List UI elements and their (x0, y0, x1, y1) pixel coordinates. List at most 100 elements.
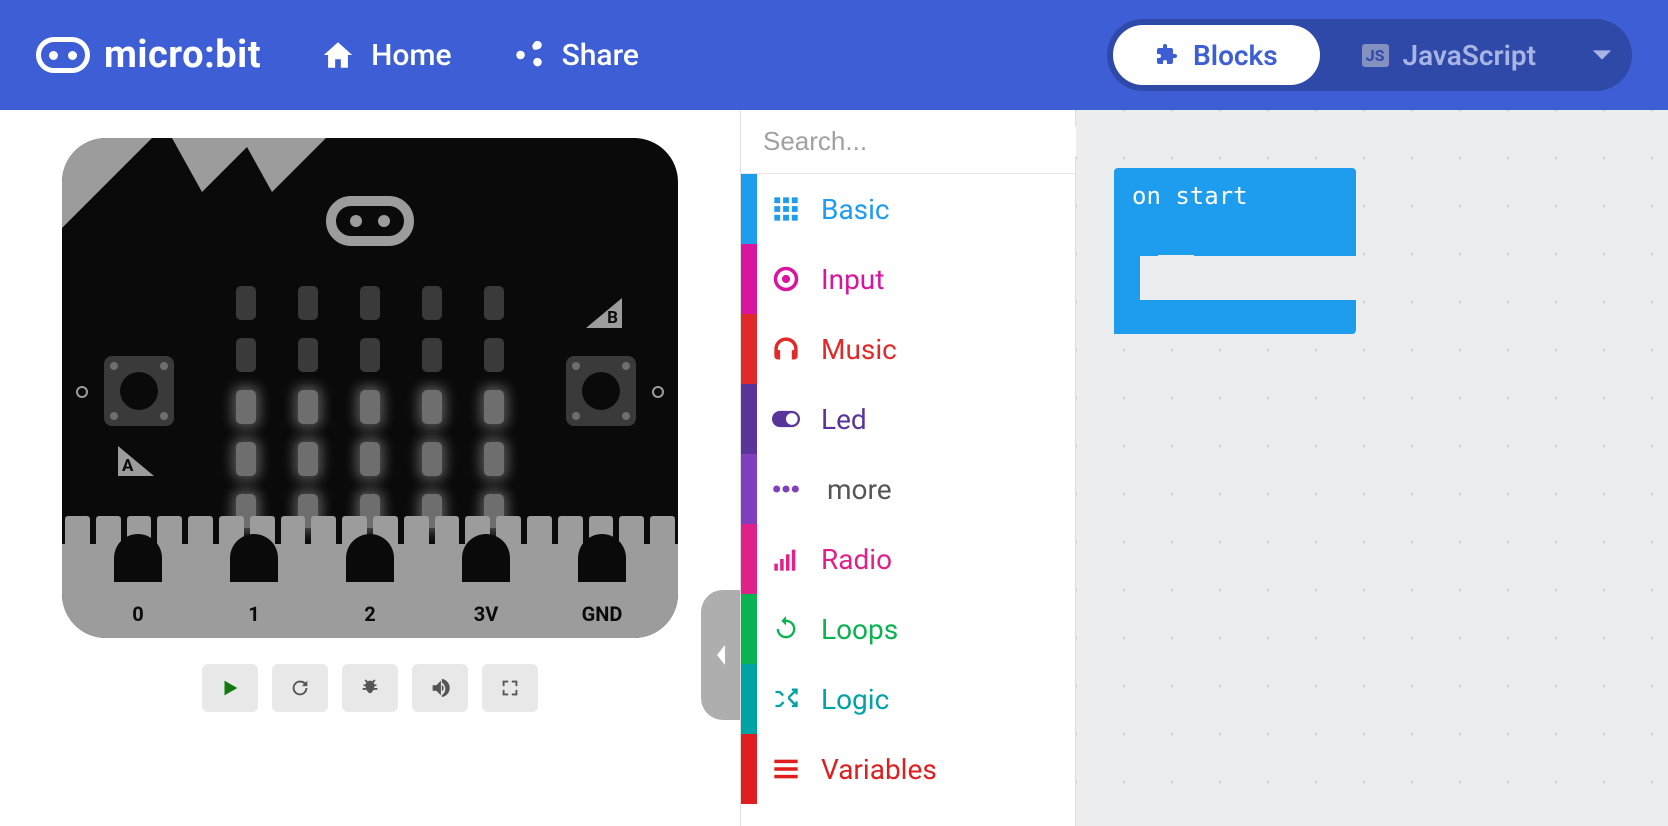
play-icon (219, 677, 241, 699)
led-cell[interactable] (422, 390, 442, 424)
category-radio[interactable]: Radio (741, 524, 1075, 594)
category-label: more (821, 473, 892, 506)
collapse-simulator-handle[interactable] (701, 590, 740, 720)
toggle-js-label: JavaScript (1403, 39, 1537, 72)
header: micro:bit Home Share Blocks JS JavaScrip… (0, 0, 1668, 110)
led-cell[interactable] (298, 442, 318, 476)
led-cell[interactable] (360, 338, 380, 372)
button-a[interactable] (104, 356, 174, 426)
fullscreen-icon (499, 677, 521, 699)
pin-label: 1 (248, 602, 259, 626)
lines-icon (771, 754, 801, 784)
category-logic[interactable]: Logic (741, 664, 1075, 734)
led-cell[interactable] (484, 390, 504, 424)
toggle-dropdown[interactable] (1578, 25, 1626, 85)
nav-share-label: Share (562, 38, 639, 73)
led-cell[interactable] (236, 338, 256, 372)
category-variables[interactable]: Variables (741, 734, 1075, 804)
pin-label: 2 (364, 602, 375, 626)
led-cell[interactable] (360, 442, 380, 476)
led-cell[interactable] (360, 390, 380, 424)
category-loops[interactable]: Loops (741, 594, 1075, 664)
share-icon (512, 38, 546, 72)
sim-audio-button[interactable] (412, 664, 468, 712)
simulator-panel: 0 1 2 3V GND (0, 110, 740, 826)
category-more[interactable]: more (741, 454, 1075, 524)
pin-2[interactable]: 2 (346, 550, 394, 626)
pin-0[interactable]: 0 (114, 550, 162, 626)
led-cell[interactable] (484, 286, 504, 320)
led-cell[interactable] (298, 338, 318, 372)
headphones-icon (771, 334, 801, 364)
sim-play-button[interactable] (202, 664, 258, 712)
led-cell[interactable] (422, 442, 442, 476)
nav-home[interactable]: Home (321, 38, 452, 73)
category-label: Radio (821, 543, 892, 576)
signal-icon (771, 544, 801, 574)
puzzle-icon (1155, 43, 1179, 67)
category-basic[interactable]: Basic (741, 174, 1075, 244)
block-on-start[interactable]: on start (1114, 168, 1356, 334)
led-cell[interactable] (236, 286, 256, 320)
nav-share[interactable]: Share (512, 38, 639, 73)
search-input[interactable] (763, 126, 1098, 157)
workspace[interactable]: on start (1076, 110, 1668, 826)
category-label: Variables (821, 753, 937, 786)
led-cell[interactable] (360, 286, 380, 320)
sim-controls (202, 664, 538, 712)
led-cell[interactable] (298, 286, 318, 320)
led-cell[interactable] (422, 338, 442, 372)
led-cell[interactable] (484, 442, 504, 476)
toolbox: Basic Input Music Led more Radio Loops Logic Var… (740, 110, 1076, 826)
pin-1[interactable]: 1 (230, 550, 278, 626)
led-cell[interactable] (236, 442, 256, 476)
toolbox-search-row (741, 110, 1075, 174)
led-cell[interactable] (422, 286, 442, 320)
sim-restart-button[interactable] (272, 664, 328, 712)
editor-toggle: Blocks JS JavaScript (1107, 19, 1632, 91)
toggle-blocks[interactable]: Blocks (1113, 25, 1320, 85)
pin-3v[interactable]: 3V (462, 550, 510, 626)
restart-icon (289, 677, 311, 699)
pin-label: 0 (132, 602, 143, 626)
nav-home-label: Home (371, 38, 452, 73)
microbit-logo-icon (36, 37, 90, 73)
grid-icon (771, 194, 801, 224)
category-input[interactable]: Input (741, 244, 1075, 314)
toggle-blocks-label: Blocks (1193, 39, 1278, 72)
category-label: Input (821, 263, 884, 296)
category-label: Basic (821, 193, 890, 226)
block-label: on start (1132, 182, 1248, 210)
microbit-board[interactable]: 0 1 2 3V GND (62, 138, 678, 638)
sim-fullscreen-button[interactable] (482, 664, 538, 712)
category-label: Logic (821, 683, 889, 716)
category-led[interactable]: Led (741, 384, 1075, 454)
category-list: Basic Input Music Led more Radio Loops Logic Var… (741, 174, 1075, 826)
board-face-icon (326, 196, 414, 246)
chevron-left-icon (713, 643, 729, 667)
logo-text: micro:bit (104, 33, 261, 77)
pin-label: 3V (474, 602, 499, 626)
sim-debug-button[interactable] (342, 664, 398, 712)
toggle-js[interactable]: JS JavaScript (1320, 25, 1578, 85)
pin-label: GND (582, 602, 623, 626)
pin-gnd[interactable]: GND (578, 550, 626, 626)
category-music[interactable]: Music (741, 314, 1075, 384)
category-label: Music (821, 333, 897, 366)
button-b[interactable] (566, 356, 636, 426)
pins-row: 0 1 2 3V GND (62, 544, 678, 626)
shuffle-icon (771, 684, 801, 714)
led-cell[interactable] (298, 390, 318, 424)
dots-icon (771, 474, 801, 504)
category-label: Loops (821, 613, 898, 646)
toggle-icon (771, 404, 801, 434)
logo[interactable]: micro:bit (36, 33, 261, 77)
led-grid[interactable] (236, 286, 504, 528)
redo-icon (771, 614, 801, 644)
led-cell[interactable] (484, 338, 504, 372)
led-cell[interactable] (236, 390, 256, 424)
label-b (586, 298, 622, 328)
chevron-down-icon (1591, 48, 1613, 62)
label-a (118, 446, 154, 476)
main: 0 1 2 3V GND (0, 110, 1668, 826)
